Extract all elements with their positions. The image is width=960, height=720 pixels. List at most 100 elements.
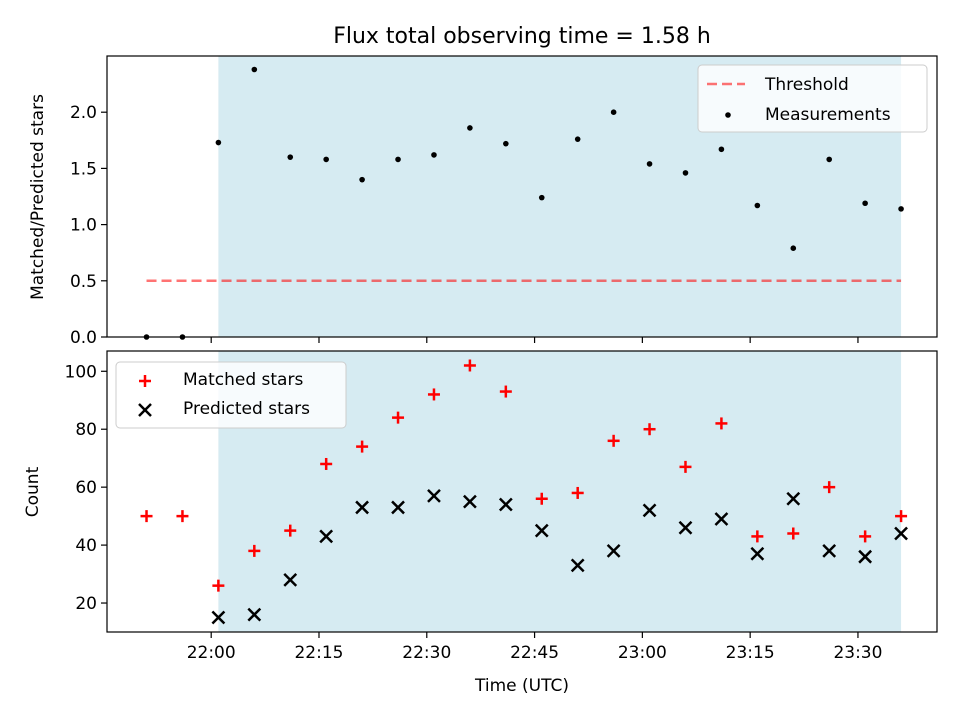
y-tick-label: 80: [75, 420, 97, 440]
matched-point: [248, 544, 261, 557]
legend-matched-label: Matched stars: [183, 370, 303, 390]
matched-point: [463, 359, 476, 372]
y-tick-label: 1.5: [70, 159, 97, 179]
measurement-point: [718, 146, 725, 153]
matched-point: [427, 388, 440, 401]
measurement-point: [359, 176, 365, 183]
measurement-point: [251, 66, 258, 73]
x-tick-label: 23:30: [833, 643, 882, 663]
predicted-point: [678, 520, 693, 535]
legend-predicted-label: Predicted stars: [183, 399, 310, 419]
plot-frame-bottom: [106, 350, 938, 633]
chart-title: Flux total observing time = 1.58 h: [333, 24, 711, 49]
plot-frame-top: [106, 55, 938, 338]
y-axis-label-top: Matched/Predicted stars: [28, 94, 48, 300]
legend-measurement-swatch: [725, 112, 731, 118]
measurement-point: [467, 125, 473, 131]
measurement-point: [323, 156, 329, 163]
matched-point: [787, 527, 800, 540]
legend-bottom: Matched stars Predicted stars: [115, 361, 347, 429]
panel-top: 0.00.51.01.52.0 Matched/Predicted stars …: [28, 55, 938, 348]
y-tick-label: 60: [75, 478, 97, 498]
predicted-point: [570, 558, 585, 573]
matched-point: [535, 492, 548, 505]
x-tick-label: 22:30: [402, 643, 451, 663]
x-tick-label: 23:15: [726, 643, 775, 663]
y-tick-label: 40: [75, 536, 97, 556]
predicted-point: [211, 610, 226, 625]
x-tick-label: 22:45: [510, 643, 559, 663]
matched-point: [176, 510, 189, 523]
predicted-point: [427, 488, 441, 503]
measurement-point: [503, 140, 509, 147]
measurement-point: [538, 194, 545, 201]
predicted-point: [642, 503, 657, 518]
legend-box-top: [697, 64, 928, 133]
matched-point: [679, 460, 692, 473]
y-tick-label: 1.0: [70, 216, 97, 236]
measurement-point: [862, 200, 868, 207]
measurement-point: [682, 170, 689, 176]
matched-point: [140, 510, 153, 523]
x-tick-label: 23:00: [618, 643, 667, 663]
y-tick-label: 0.5: [70, 272, 97, 292]
y-tick-label: 0.0: [70, 328, 97, 348]
predicted-point: [319, 529, 334, 544]
predicted-point: [822, 544, 837, 558]
predicted-point: [894, 526, 908, 541]
matched-point: [859, 530, 872, 543]
predicted-point: [714, 512, 729, 526]
matched-point: [571, 486, 584, 499]
y-axis-bottom: 20 40 60 80 100: [65, 362, 107, 614]
x-tick-label: 22:00: [187, 643, 236, 663]
measurement-point: [215, 139, 222, 146]
x-ticks-top: [210, 337, 859, 343]
legend-box-bottom: [115, 361, 347, 429]
y-tick-label: 20: [75, 594, 97, 614]
matched-point: [499, 385, 512, 398]
predicted-point: [247, 607, 262, 622]
y-tick-label: 100: [65, 362, 97, 382]
predicted-point: [858, 549, 873, 564]
legend-measurement-label: Measurements: [765, 105, 891, 125]
y-tick-label: 2.0: [70, 103, 97, 123]
matched-point: [751, 530, 764, 543]
measurement-point: [646, 161, 653, 167]
matched-point: [895, 510, 908, 523]
predicted-point: [463, 494, 477, 509]
predicted-point: [534, 523, 549, 538]
matched-point: [284, 524, 297, 537]
matched-point: [607, 434, 620, 447]
matched-point: [320, 457, 333, 470]
y-axis-label-bottom: Count: [23, 466, 43, 517]
predicted-point: [786, 491, 801, 506]
measurement-points: [143, 66, 904, 340]
legend-matched-swatch: [139, 375, 151, 387]
matched-point: [392, 411, 405, 424]
matched-point: [212, 579, 225, 592]
x-axis-bottom: 22:00 22:15 22:30 22:45 23:00 23:15 23:30: [187, 632, 882, 663]
measurement-point: [826, 156, 833, 163]
measurement-point: [431, 152, 437, 158]
measurement-point: [287, 154, 294, 160]
measurement-point: [790, 245, 797, 252]
legend-top: Threshold Measurements: [697, 64, 928, 133]
matched-point: [356, 440, 369, 453]
predicted-point: [498, 497, 513, 512]
measurement-point: [395, 156, 401, 163]
x-tick-label: 22:15: [294, 643, 343, 663]
predicted-point: [355, 500, 369, 515]
predicted-point: [391, 500, 405, 515]
matched-point: [715, 417, 728, 430]
predicted-point: [750, 546, 765, 561]
y-axis-top: 0.0 0.5 1.0 1.5 2.0: [70, 103, 107, 348]
measurement-point: [610, 109, 617, 115]
matched-point: [823, 481, 836, 494]
legend-predicted-swatch: [138, 403, 152, 417]
predicted-point: [283, 572, 298, 587]
predicted-point: [606, 544, 621, 558]
measurement-point: [898, 206, 904, 212]
measurement-point: [574, 136, 581, 142]
count-points: [140, 359, 908, 625]
